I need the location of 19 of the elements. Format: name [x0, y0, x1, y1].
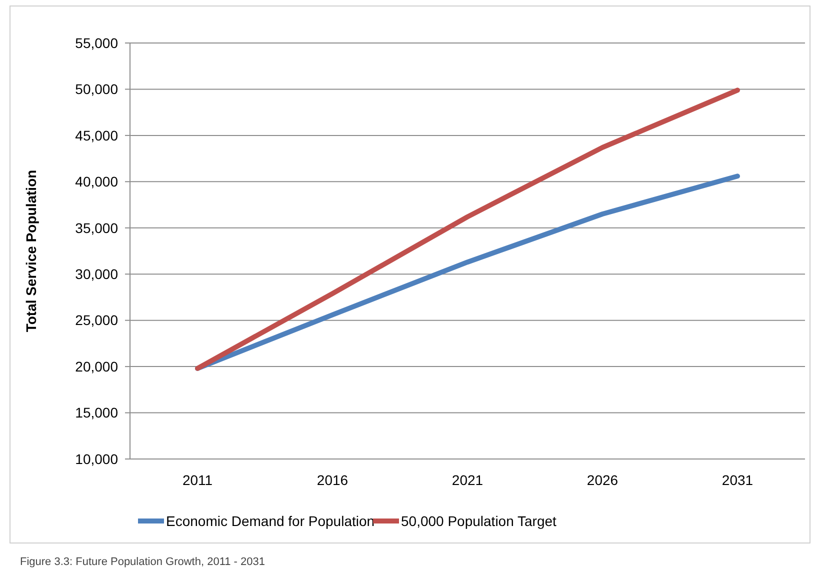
y-tick-label: 20,000 [75, 358, 118, 374]
x-tick-label: 2016 [316, 472, 348, 488]
y-tick-label: 50,000 [75, 81, 118, 98]
y-tick-label: 45,000 [75, 127, 118, 144]
y-tick-label: 25,000 [75, 312, 118, 328]
legend-label: 50,000 Population Target [401, 512, 557, 529]
y-tick-label: 35,000 [75, 220, 118, 236]
y-axis-title: Total Service Population [23, 170, 39, 332]
y-tick-label: 10,000 [75, 450, 118, 467]
y-tick-label: 55,000 [75, 34, 118, 51]
x-tick-label: 2011 [182, 472, 213, 488]
legend-label: Economic Demand for Population [166, 512, 375, 529]
y-tick-label: 30,000 [75, 266, 118, 282]
x-tick-label: 2026 [586, 472, 618, 488]
caption: Figure 3.3: Future Population Growth, 2011 - 2031 [20, 556, 265, 568]
y-tick-label: 15,000 [75, 404, 118, 421]
y-tick-label: 40,000 [75, 174, 118, 190]
x-tick-label: 2031 [722, 472, 754, 488]
x-tick-label: 2021 [452, 472, 484, 488]
